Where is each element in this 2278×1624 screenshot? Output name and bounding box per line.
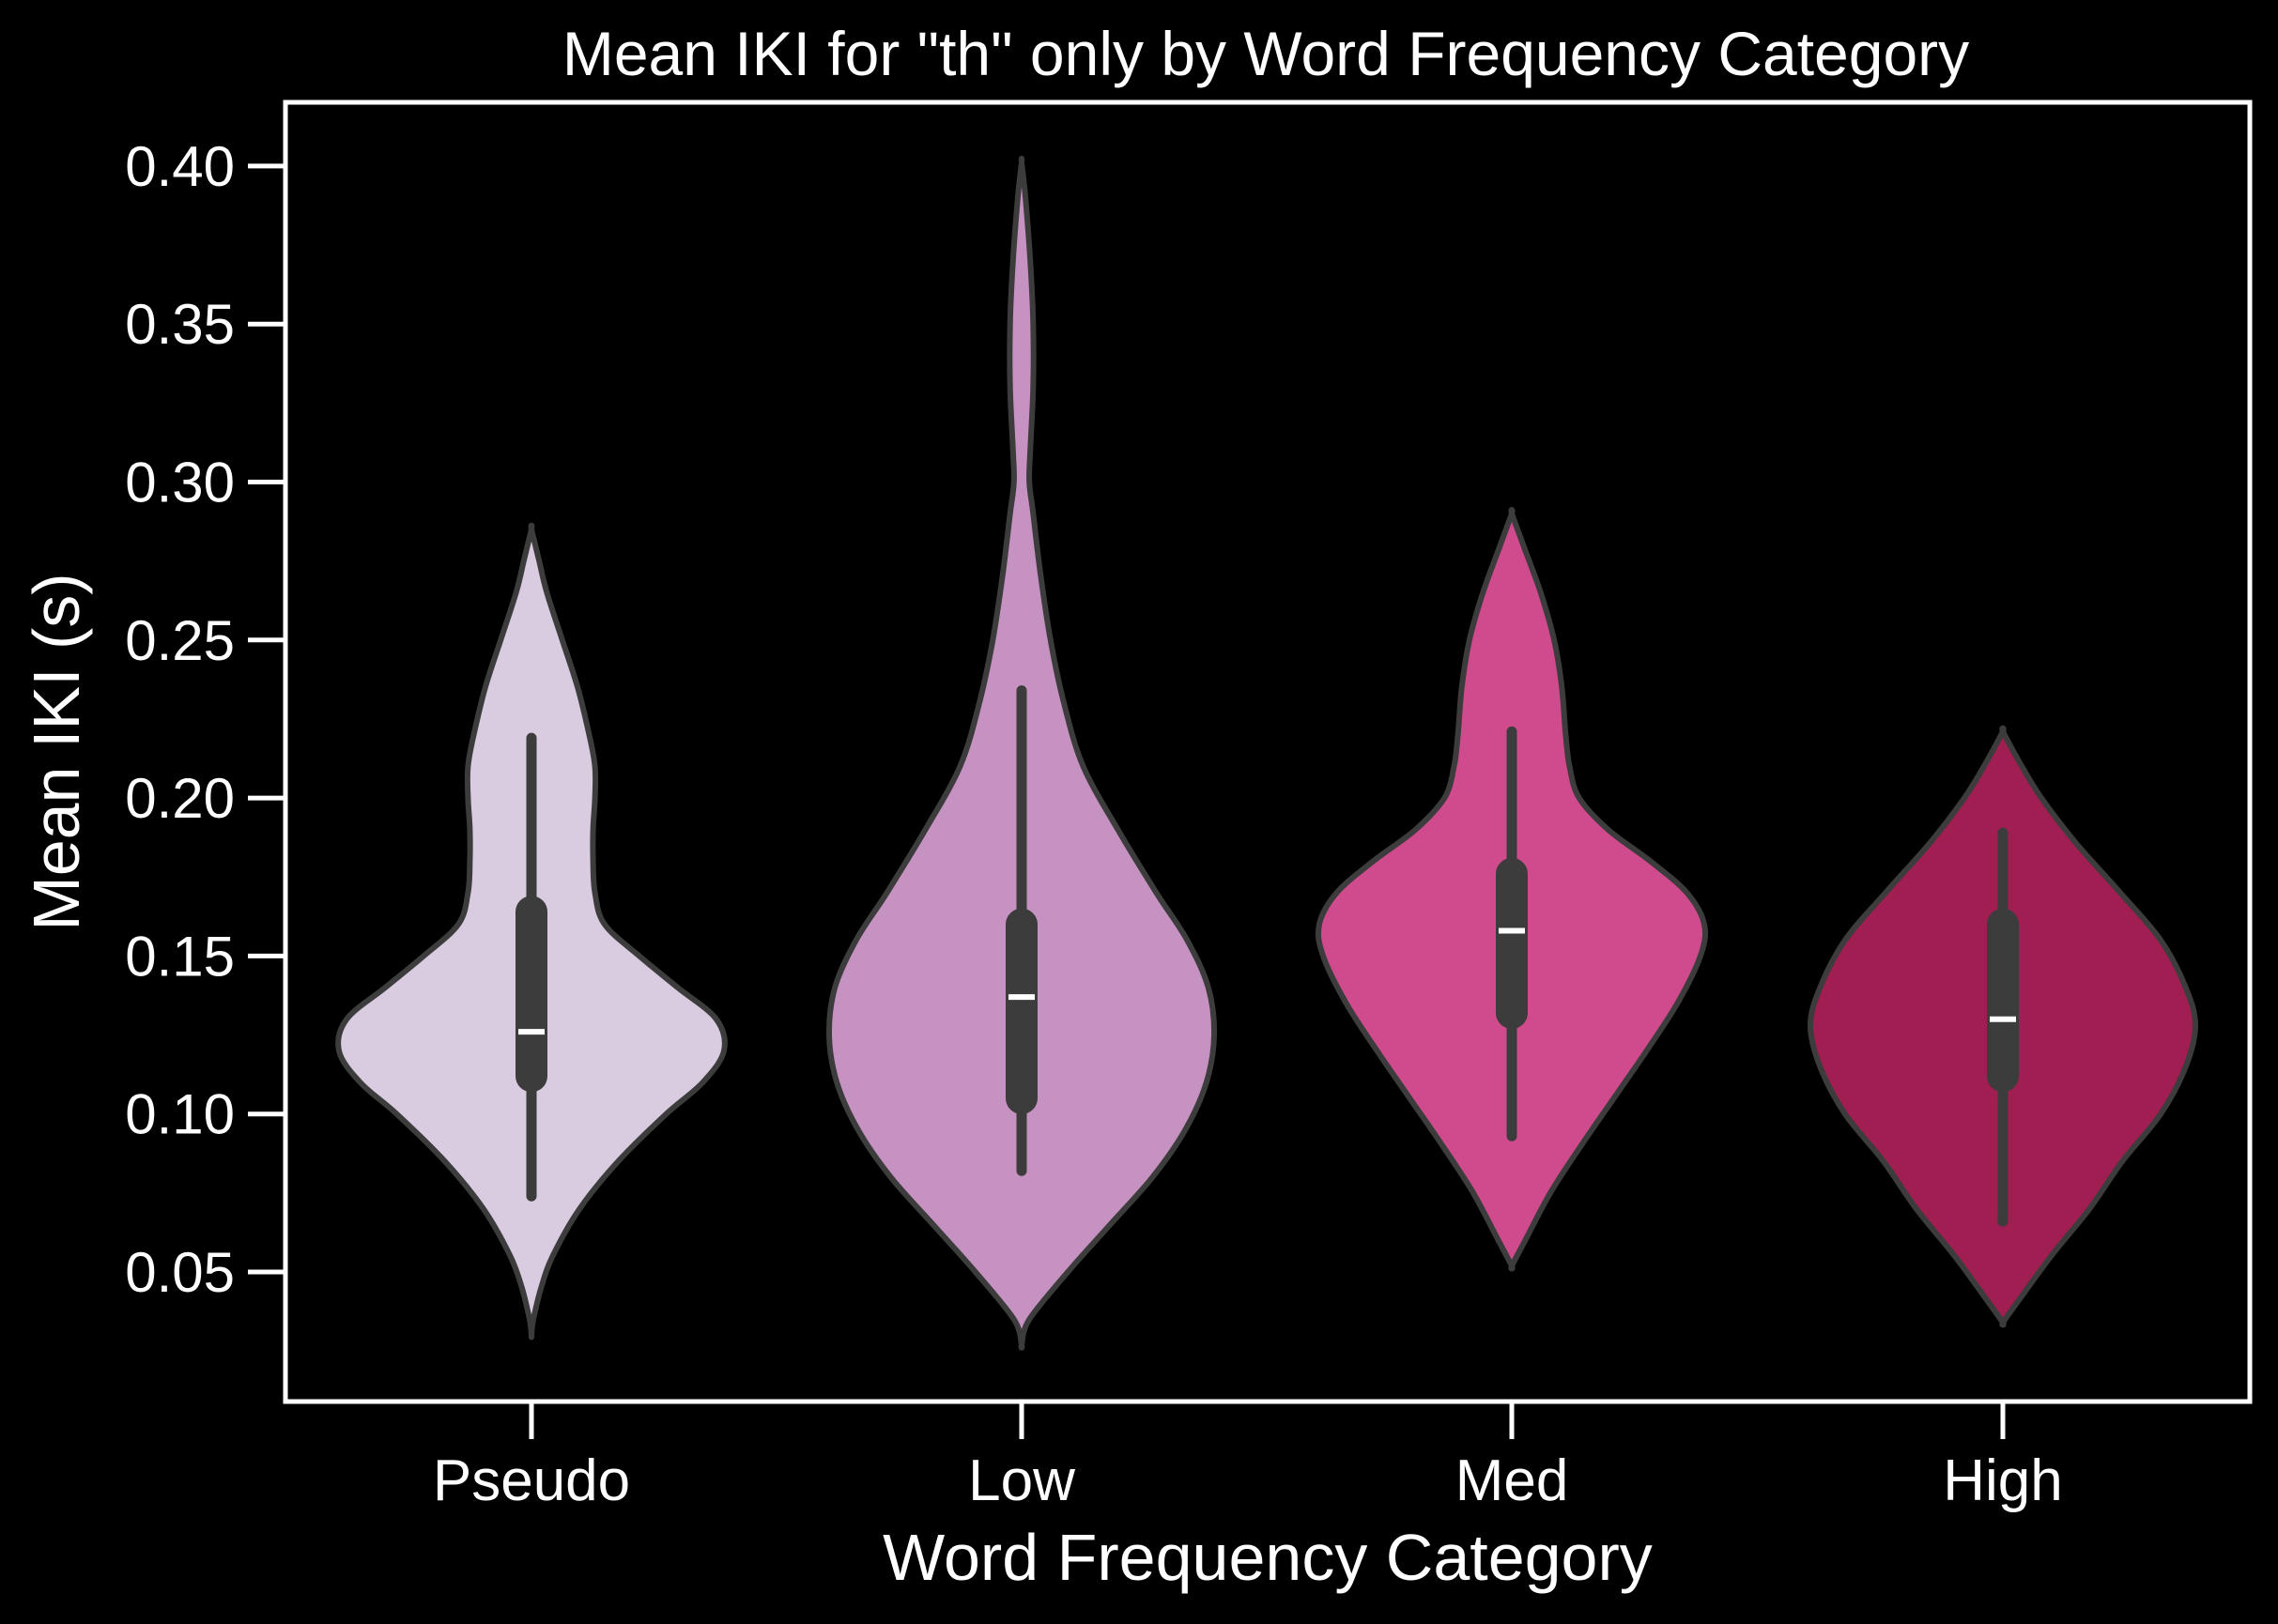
x-tick-label: Low — [968, 1448, 1075, 1513]
x-tick-label: Med — [1455, 1448, 1569, 1513]
y-tick-label: 0.35 — [125, 293, 235, 356]
violin-med — [1315, 507, 1709, 1272]
violin-high — [1808, 725, 2198, 1328]
y-tick-label: 0.10 — [125, 1083, 235, 1146]
y-tick-label: 0.05 — [125, 1241, 235, 1304]
violin-low — [825, 155, 1218, 1351]
x-tick-label: Pseudo — [433, 1448, 630, 1513]
y-tick-label: 0.25 — [125, 609, 235, 672]
y-tick-label: 0.15 — [125, 925, 235, 988]
y-axis: 0.05 0.10 0.15 0.20 0.25 0.30 0.35 0.40 — [125, 135, 285, 1304]
violin-pseudo — [335, 522, 728, 1341]
y-tick-label: 0.30 — [125, 452, 235, 514]
y-tick-label: 0.40 — [125, 135, 235, 198]
y-tick-label: 0.20 — [125, 767, 235, 830]
plot-frame — [283, 100, 2253, 1404]
x-tick-label: High — [1943, 1448, 2063, 1513]
chart-title: Mean IKI for "th" only by Word Frequency… — [562, 19, 1969, 88]
plot-layer — [335, 155, 2198, 1351]
x-axis: Pseudo Low Med High — [433, 1402, 2063, 1513]
y-axis-label: Mean IKI (s) — [20, 573, 93, 930]
x-axis-label: Word Frequency Category — [883, 1521, 1653, 1594]
